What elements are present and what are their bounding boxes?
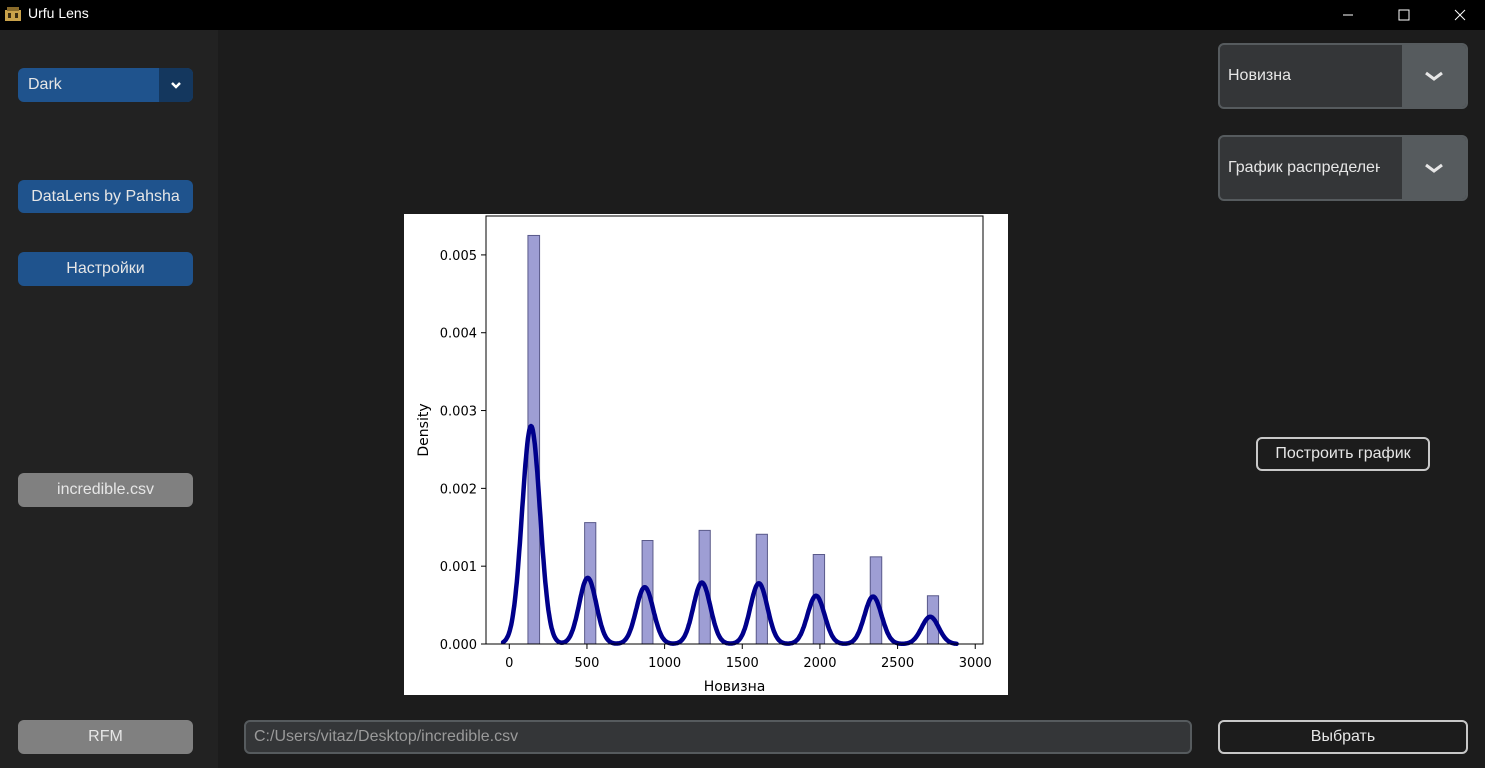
x-tick-label: 3000	[959, 656, 992, 671]
plot-type-select[interactable]: График распределения	[1218, 135, 1468, 201]
chart-container: 0 500 1000 1500 2000 2500 3000 0.000 0.001 0.002…	[404, 214, 1008, 695]
x-tick-label: 2500	[881, 656, 914, 671]
minimize-button[interactable]	[1325, 0, 1371, 30]
build-chart-button[interactable]: Построить график	[1256, 437, 1430, 471]
kde-line	[500, 423, 959, 647]
y-tick-label: 0.002	[440, 482, 477, 497]
y-tick-label: 0.004	[440, 327, 477, 342]
column-select-value: Новизна	[1228, 67, 1291, 84]
title-bar: Urfu Lens	[0, 0, 1485, 30]
distribution-chart: 0 500 1000 1500 2000 2500 3000 0.000 0.001 0.002…	[416, 215, 992, 695]
x-tick-label: 500	[575, 656, 600, 671]
y-tick-label: 0.005	[440, 249, 477, 264]
close-icon	[1454, 9, 1466, 21]
x-tick-label: 0	[505, 656, 513, 671]
settings-button[interactable]: Настройки	[18, 252, 193, 286]
file-button[interactable]: incredible.csv	[18, 473, 193, 507]
sidebar	[0, 30, 218, 768]
column-select-arrow[interactable]	[1402, 45, 1466, 107]
minimize-icon	[1343, 14, 1353, 16]
app-icon	[5, 7, 21, 21]
y-tick-label: 0.000	[440, 638, 477, 653]
x-tick-label: 1500	[726, 656, 759, 671]
y-tick-label: 0.001	[440, 560, 477, 575]
chevron-down-icon	[1425, 163, 1443, 173]
rfm-button[interactable]: RFM	[18, 720, 193, 754]
plot-type-select-value: График распределения	[1228, 159, 1380, 176]
maximize-icon	[1398, 9, 1410, 21]
x-tick-label: 1000	[648, 656, 681, 671]
theme-select-arrow[interactable]	[159, 68, 193, 102]
close-button[interactable]	[1437, 0, 1483, 30]
choose-file-button[interactable]: Выбрать	[1218, 720, 1468, 754]
maximize-button[interactable]	[1381, 0, 1427, 30]
theme-select-value: Dark	[28, 76, 62, 93]
plot-type-select-arrow[interactable]	[1402, 137, 1466, 199]
datalens-button[interactable]: DataLens by Pahsha	[18, 180, 193, 213]
y-axis-label: Density	[416, 403, 432, 456]
x-tick-label: 2000	[803, 656, 836, 671]
column-select[interactable]: Новизна	[1218, 43, 1468, 109]
window-title: Urfu Lens	[28, 5, 89, 21]
theme-select[interactable]: Dark	[18, 68, 193, 102]
x-axis-label: Новизна	[704, 679, 766, 695]
chevron-down-icon	[1425, 71, 1443, 81]
plot-frame	[485, 215, 984, 645]
chevron-down-icon	[171, 82, 181, 89]
y-tick-label: 0.003	[440, 405, 477, 420]
file-path-input[interactable]	[244, 720, 1192, 754]
